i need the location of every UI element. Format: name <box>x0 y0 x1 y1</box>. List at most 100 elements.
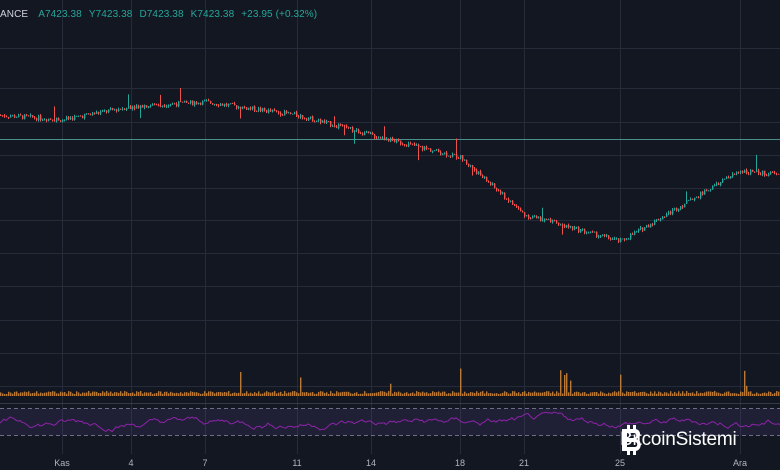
volume-bar <box>764 392 766 396</box>
candle-body <box>132 106 134 109</box>
volume-bar <box>700 392 702 396</box>
candle-body <box>396 139 398 143</box>
volume-bar <box>436 392 438 396</box>
candle-body <box>652 224 654 226</box>
candle-body <box>534 215 536 217</box>
volume-bar <box>496 393 498 396</box>
time-axis-label: Kas <box>54 458 70 468</box>
volume-bar <box>726 391 728 396</box>
volume-bar <box>422 391 424 396</box>
candle-body <box>416 144 418 146</box>
volume-bar <box>76 391 78 396</box>
candle-body <box>432 150 434 152</box>
volume-bar <box>592 392 594 396</box>
candle-body <box>300 115 302 118</box>
candle-body <box>508 199 510 202</box>
candle-body <box>438 149 440 153</box>
candle-body <box>66 116 68 120</box>
candle-body <box>296 112 298 117</box>
candle-body <box>420 146 422 147</box>
volume-bar <box>144 392 146 396</box>
volume-bar <box>242 393 244 396</box>
candle-body <box>628 238 630 240</box>
volume-bar <box>246 391 248 396</box>
volume-bar <box>738 393 740 396</box>
volume-bar <box>322 391 324 396</box>
candle-body <box>104 110 106 112</box>
candle-body <box>486 176 488 182</box>
candle-body <box>500 191 502 194</box>
candle-body <box>684 203 686 208</box>
candle-body <box>680 206 682 210</box>
volume-bar <box>698 393 700 396</box>
volume-bar <box>262 393 264 396</box>
candlestick-series[interactable] <box>0 87 780 244</box>
candle-body <box>228 104 230 106</box>
volume-bar <box>670 391 672 396</box>
candle-body <box>152 103 154 106</box>
candle-body <box>368 131 370 134</box>
volume-bar <box>214 393 216 396</box>
candle-body <box>150 105 152 107</box>
volume-bar <box>122 393 124 396</box>
candle-body <box>502 192 504 194</box>
candle-body <box>318 119 320 121</box>
candle-body <box>234 103 236 106</box>
volume-bar <box>358 393 360 396</box>
rsi-line[interactable] <box>0 411 780 433</box>
volume-bar <box>36 391 38 396</box>
candle-body <box>24 114 26 119</box>
volume-bar <box>364 391 366 396</box>
candle-body <box>54 120 56 122</box>
candle-body <box>278 111 280 113</box>
candle-body <box>484 176 486 178</box>
candle-body <box>662 216 664 220</box>
volume-bar <box>260 393 262 396</box>
candle-body <box>554 220 556 222</box>
volume-bar <box>24 391 26 396</box>
volume-bar <box>728 391 730 396</box>
volume-bar <box>114 392 116 396</box>
volume-bar <box>226 392 228 396</box>
candle-body <box>426 147 428 149</box>
volume-bar <box>584 392 586 396</box>
volume-bar <box>168 393 170 396</box>
volume-bar <box>404 392 406 396</box>
volume-bar <box>118 392 120 396</box>
volume-bar <box>418 392 420 396</box>
volume-bar <box>488 393 490 396</box>
volume-bar <box>266 391 268 396</box>
candle-body <box>156 104 158 106</box>
candle-body <box>566 225 568 228</box>
candle-body <box>168 105 170 107</box>
candle-body <box>672 209 674 214</box>
candle-body <box>68 116 70 119</box>
volume-bar <box>664 392 666 396</box>
candle-body <box>516 205 518 208</box>
candle-body <box>26 114 28 116</box>
candle-body <box>586 232 588 234</box>
volume-bar <box>314 393 316 396</box>
volume-bar <box>638 392 640 396</box>
volume-bar <box>98 393 100 396</box>
candle-body <box>658 219 660 221</box>
volume-bar <box>756 392 758 396</box>
volume-series[interactable] <box>0 368 780 396</box>
candle-body <box>122 108 124 110</box>
volume-bar <box>184 392 186 396</box>
candle-body <box>590 231 592 233</box>
volume-bar <box>486 391 488 396</box>
volume-bar <box>612 392 614 396</box>
volume-bar <box>636 392 638 396</box>
candle-body <box>452 154 454 157</box>
candle-body <box>232 103 234 105</box>
candle-body <box>520 208 522 212</box>
volume-bar <box>596 392 598 396</box>
volume-bar <box>72 393 74 396</box>
candle-body <box>158 104 160 107</box>
volume-bar <box>170 391 172 396</box>
candle-body <box>282 115 284 116</box>
time-axis[interactable]: Kas 4 7 11 14 18 21 25 Ara <box>0 458 780 470</box>
